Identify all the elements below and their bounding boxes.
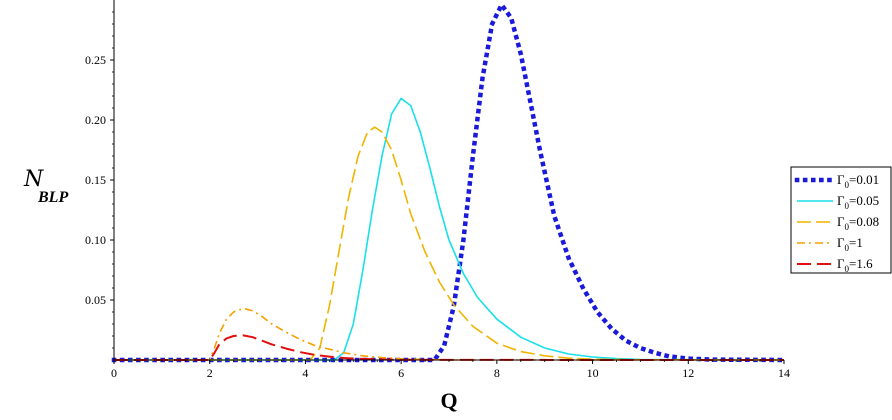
y-tick-label: 0.20 [85,113,106,127]
x-tick-label: 0 [111,366,117,380]
legend-label-0: Γ0=0.01 [837,172,879,190]
y-tick-label: 0.15 [85,173,106,187]
legend-label-1: Γ0=0.05 [837,193,879,211]
plot-lines [111,2,787,363]
x-tick-label: 8 [494,366,500,380]
legend-label-2: Γ0=0.08 [837,214,879,232]
x-tick-label: 14 [778,366,790,380]
axes [113,0,784,361]
x-axis-label: Q [440,388,457,413]
series-line-0 [111,2,787,363]
y-tick-label: 0.25 [85,53,106,67]
y-axis-label-sub: BLP [37,189,68,206]
x-tick-label: 2 [207,366,213,380]
y-tick-label: 0.10 [85,233,106,247]
x-ticks: 0 2 4 6 8 10 12 14 [111,360,790,380]
legend-label-3: Γ0=1 [837,235,863,253]
y-axis-label-main: N [23,167,44,192]
x-tick-label: 12 [682,366,694,380]
y-ticks: 0.05 0.10 0.15 0.20 0.25 [85,11,114,349]
series-line-4 [114,334,785,361]
series-line-2 [114,126,785,361]
y-tick-label: 0.05 [85,293,106,307]
x-tick-label: 10 [587,366,599,380]
legend-label-4: Γ0=1.6 [837,256,873,274]
x-tick-label: 4 [302,366,308,380]
x-tick-label: 6 [398,366,404,380]
series-line-1 [114,97,785,361]
legend-box [790,166,892,274]
legend: Γ0=0.01 Γ0=0.05 Γ0=0.08 Γ0=1 Γ0=1.6 [790,166,892,274]
y-axis-label: N BLP [23,167,68,206]
series-line-3 [114,307,784,361]
